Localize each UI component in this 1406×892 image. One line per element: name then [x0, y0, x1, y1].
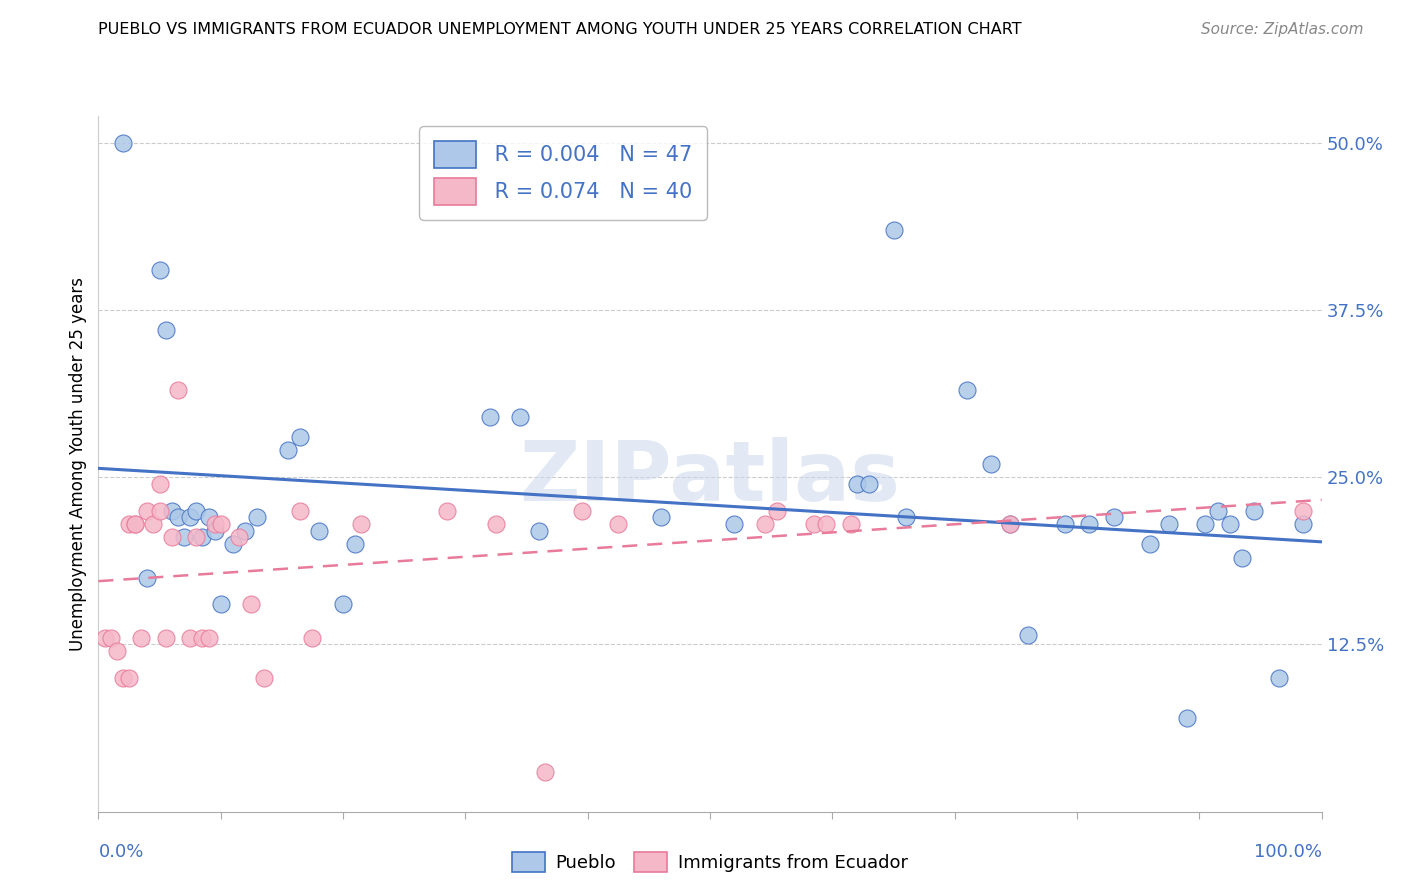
Y-axis label: Unemployment Among Youth under 25 years: Unemployment Among Youth under 25 years	[69, 277, 87, 651]
Point	[155, 323, 177, 337]
Point	[149, 477, 172, 491]
Point	[839, 517, 862, 532]
Point	[1175, 711, 1198, 725]
Point	[129, 631, 152, 645]
Point	[136, 571, 159, 585]
Point	[1139, 537, 1161, 551]
Point	[1243, 503, 1265, 517]
Point	[246, 510, 269, 524]
Point	[527, 524, 550, 538]
Point	[1268, 671, 1291, 685]
Point	[1194, 517, 1216, 532]
Point	[142, 517, 165, 532]
Point	[1292, 503, 1315, 517]
Point	[1017, 628, 1039, 642]
Text: 0.0%: 0.0%	[98, 843, 143, 861]
Point	[534, 764, 557, 779]
Point	[1206, 503, 1229, 517]
Point	[191, 530, 214, 544]
Point	[93, 631, 115, 645]
Point	[723, 517, 745, 532]
Point	[650, 510, 672, 524]
Point	[167, 510, 190, 524]
Point	[956, 384, 979, 398]
Point	[883, 223, 905, 237]
Point	[124, 517, 146, 532]
Point	[240, 598, 263, 612]
Point	[998, 517, 1021, 532]
Point	[308, 524, 330, 538]
Point	[350, 517, 373, 532]
Text: 100.0%: 100.0%	[1254, 843, 1322, 861]
Point	[815, 517, 838, 532]
Point	[118, 517, 141, 532]
Point	[204, 517, 226, 532]
Point	[197, 510, 219, 524]
Point	[124, 517, 146, 532]
Point	[136, 503, 159, 517]
Point	[186, 530, 208, 544]
Point	[209, 598, 232, 612]
Point	[1219, 517, 1241, 532]
Point	[290, 503, 312, 517]
Point	[301, 631, 323, 645]
Point	[105, 644, 128, 658]
Point	[118, 671, 141, 685]
Point	[179, 631, 201, 645]
Point	[191, 631, 214, 645]
Point	[571, 503, 593, 517]
Point	[980, 457, 1002, 471]
Point	[290, 430, 312, 444]
Point	[149, 503, 172, 517]
Point	[607, 517, 630, 532]
Point	[149, 263, 172, 277]
Point	[179, 510, 201, 524]
Point	[1157, 517, 1180, 532]
Legend: Pueblo, Immigrants from Ecuador: Pueblo, Immigrants from Ecuador	[505, 845, 915, 880]
Point	[858, 477, 880, 491]
Point	[252, 671, 274, 685]
Point	[1078, 517, 1101, 532]
Point	[111, 671, 134, 685]
Point	[233, 524, 256, 538]
Point	[209, 517, 232, 532]
Point	[478, 410, 501, 425]
Point	[485, 517, 508, 532]
Point	[754, 517, 776, 532]
Point	[160, 503, 183, 517]
Point	[1292, 517, 1315, 532]
Point	[509, 410, 531, 425]
Point	[197, 631, 219, 645]
Point	[160, 530, 183, 544]
Point	[845, 477, 868, 491]
Point	[766, 503, 789, 517]
Point	[436, 503, 458, 517]
Text: Source: ZipAtlas.com: Source: ZipAtlas.com	[1201, 22, 1364, 37]
Point	[100, 631, 122, 645]
Text: PUEBLO VS IMMIGRANTS FROM ECUADOR UNEMPLOYMENT AMONG YOUTH UNDER 25 YEARS CORREL: PUEBLO VS IMMIGRANTS FROM ECUADOR UNEMPL…	[98, 22, 1022, 37]
Point	[167, 384, 190, 398]
Point	[277, 443, 299, 458]
Point	[1102, 510, 1125, 524]
Point	[155, 631, 177, 645]
Point	[803, 517, 825, 532]
Point	[173, 530, 195, 544]
Point	[1053, 517, 1076, 532]
Point	[332, 598, 354, 612]
Point	[204, 524, 226, 538]
Text: ZIPatlas: ZIPatlas	[520, 437, 900, 518]
Point	[186, 503, 208, 517]
Point	[1230, 550, 1253, 565]
Point	[222, 537, 245, 551]
Point	[998, 517, 1021, 532]
Point	[894, 510, 917, 524]
Point	[228, 530, 250, 544]
Point	[111, 136, 134, 150]
Point	[344, 537, 367, 551]
